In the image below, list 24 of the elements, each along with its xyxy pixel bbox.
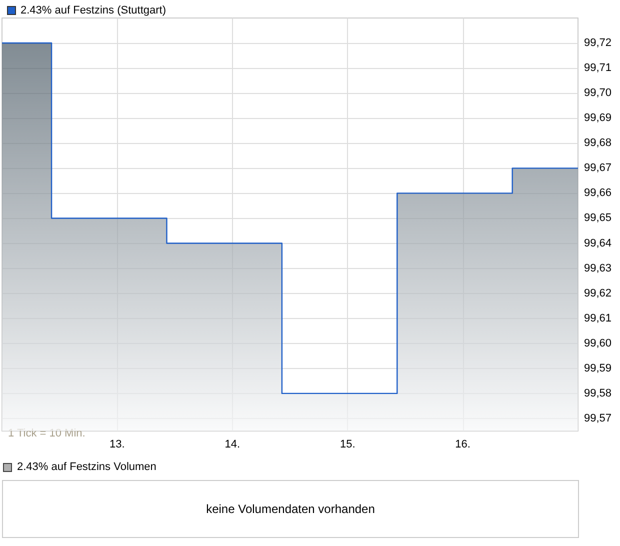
y-tick-label: 99,67 [584, 162, 612, 174]
y-tick-label: 99,70 [584, 87, 612, 100]
y-tick-label: 99,69 [584, 112, 612, 124]
y-tick-label: 99,62 [584, 287, 612, 300]
x-tick-label: 16. [455, 438, 470, 450]
y-tick-label: 99,72 [584, 37, 612, 50]
y-tick-label: 99,65 [584, 212, 612, 224]
x-tick-label: 13. [110, 438, 125, 450]
text: keine Volumendaten vorhanden [2, 480, 579, 538]
y-tick-label: 99,66 [584, 187, 612, 200]
y-tick-label: 99,61 [584, 312, 612, 324]
y-tick-label: 99,60 [584, 337, 612, 350]
legend-label: 2.43% auf Festzins (Stuttgart) [20, 4, 166, 16]
y-tick-label: 99,57 [584, 412, 612, 424]
annotation: 1 Tick = 10 Min. [8, 428, 86, 440]
y-tick-label: 99,68 [584, 137, 612, 150]
y-tick-label: 99,58 [584, 387, 612, 400]
y-tick-label: 99,59 [584, 362, 612, 374]
y-tick-label: 99,64 [584, 237, 612, 250]
text: 2.43% auf Festzins Volumen [17, 461, 156, 473]
y-tick-label: 99,63 [584, 262, 612, 274]
x-tick-label: 14. [224, 438, 240, 450]
x-tick-label: 15. [340, 438, 356, 450]
y-tick-label: 99,71 [584, 62, 612, 74]
